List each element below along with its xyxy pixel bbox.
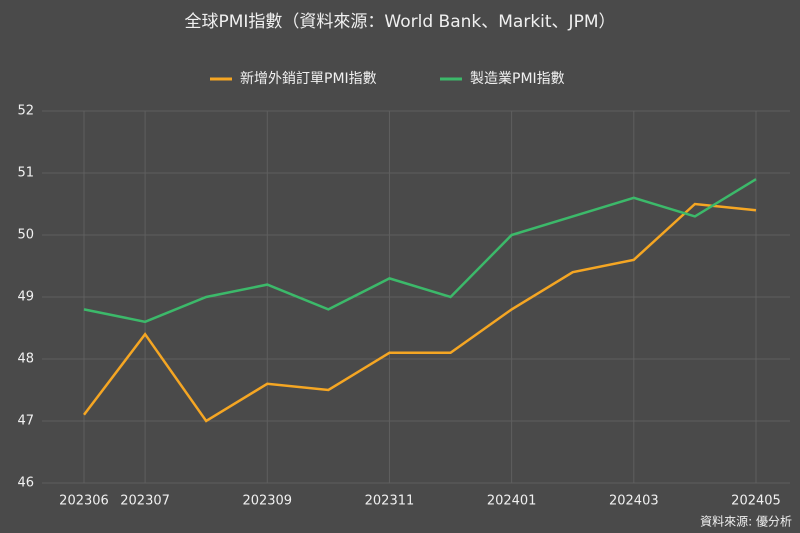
- legend-label: 製造業PMI指數: [470, 71, 565, 87]
- x-tick-label: 202309: [242, 494, 292, 509]
- y-tick-label: 48: [17, 352, 34, 367]
- series-line: [83, 178, 757, 324]
- x-tick-label: 202405: [731, 494, 781, 509]
- x-tick-label: 202401: [487, 494, 537, 509]
- y-tick-label: 47: [17, 414, 34, 429]
- y-tick-label: 52: [17, 104, 34, 119]
- x-tick-label: 202311: [365, 494, 415, 509]
- y-tick-label: 46: [17, 476, 34, 491]
- y-tick-label: 49: [17, 290, 34, 305]
- source-note: 資料來源: 優分析: [700, 515, 792, 529]
- x-tick-label: 202307: [120, 494, 170, 509]
- chart-title: 全球PMI指數（資料來源：World Bank、Markit、JPM）: [185, 12, 616, 32]
- x-tick-label: 202403: [609, 494, 659, 509]
- series-line: [83, 202, 757, 423]
- y-tick-label: 50: [17, 228, 34, 243]
- y-tick-label: 51: [17, 166, 34, 181]
- legend-label: 新增外銷訂單PMI指數: [240, 71, 377, 87]
- x-tick-label: 202306: [59, 494, 109, 509]
